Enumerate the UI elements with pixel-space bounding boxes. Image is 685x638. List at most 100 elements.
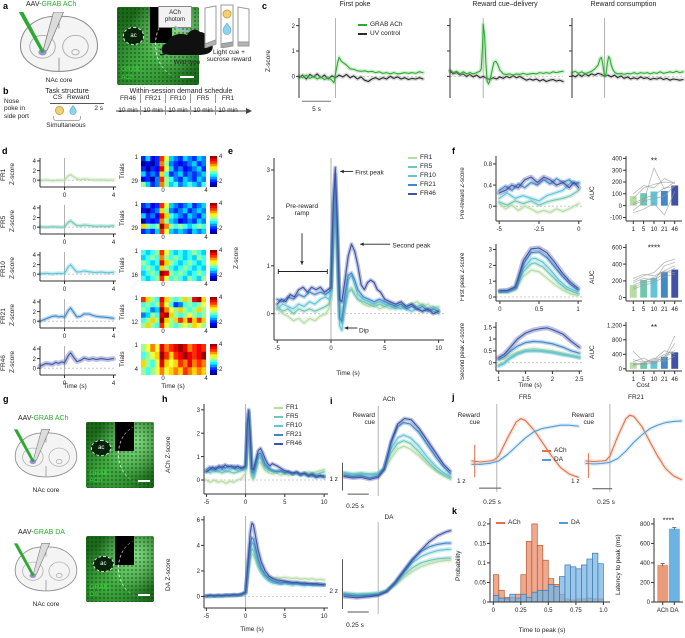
svg-text:0: 0 xyxy=(63,334,67,340)
e-chart: 0 1 2 3 -5 0 5 10 Pre-reward ramp First peak Second… xyxy=(248,152,448,364)
d-cb-max: 4 xyxy=(219,154,223,160)
c-chart-first-poke: 0 1 2 5 s xyxy=(283,10,425,120)
svg-text:-5: -5 xyxy=(204,614,210,620)
svg-text:DA: DA xyxy=(670,608,678,614)
d-heat-x4: 4 xyxy=(204,329,208,335)
legend-swatch xyxy=(408,165,417,168)
d-fr-label: FR5 xyxy=(0,215,7,229)
d-heatmap xyxy=(141,203,207,235)
svg-text:-100: -100 xyxy=(610,216,623,222)
j-title-fr5: FR5 xyxy=(518,394,532,401)
panel-label-b: b xyxy=(3,86,9,96)
legend-label: DA xyxy=(570,519,580,526)
light-cue-caption: Light cue + sucrose reward xyxy=(206,49,252,64)
svg-text:2: 2 xyxy=(267,216,271,222)
svg-text:200: 200 xyxy=(612,180,623,186)
legend-entry: FR5 xyxy=(274,412,302,421)
svg-text:2: 2 xyxy=(33,357,37,363)
d-heatmap xyxy=(141,297,207,329)
optic-probe xyxy=(114,422,134,452)
svg-text:0.5: 0.5 xyxy=(484,349,493,355)
svg-text:4: 4 xyxy=(112,240,116,246)
d-heat-x4: 4 xyxy=(204,188,208,194)
legend-label: FR21 xyxy=(286,431,302,438)
svg-text:4: 4 xyxy=(33,159,37,165)
legend-label: FR1 xyxy=(420,154,433,161)
i-zscale-ach: 1 z xyxy=(329,476,338,483)
legend-swatch xyxy=(408,174,417,177)
legend-entry: FR21 xyxy=(274,430,302,439)
j-legend: ACh DA xyxy=(542,446,567,464)
i-da-chart xyxy=(336,520,454,620)
svg-text:1: 1 xyxy=(632,307,636,313)
svg-text:0: 0 xyxy=(267,312,271,318)
d-trial-last: 4 xyxy=(134,367,138,373)
nac-core-label: NAc core xyxy=(32,487,60,494)
svg-text:3: 3 xyxy=(267,168,271,174)
scale-bar xyxy=(138,594,150,597)
legend-label: FR46 xyxy=(420,190,436,197)
d-heat-x4: 4 xyxy=(204,235,208,241)
svg-text:2: 2 xyxy=(33,263,37,269)
k-xlabel-hist: Time to peak (s) xyxy=(518,627,566,634)
f-xlabel-time: Time (s) xyxy=(518,382,542,389)
d-trace-chart: 0 2 4 0 4 xyxy=(24,154,118,200)
legend-swatch xyxy=(542,458,551,461)
d-cb-min: -2 xyxy=(217,179,223,185)
svg-text:0.5: 0.5 xyxy=(535,307,544,313)
svg-text:5: 5 xyxy=(642,377,646,383)
svg-text:4: 4 xyxy=(33,253,37,259)
d-colorbar xyxy=(210,156,217,188)
svg-text:100: 100 xyxy=(612,192,623,198)
h-ach-chart: 0 1 2 3 -5 0 5 10 xyxy=(180,400,330,508)
d-cb-max: 4 xyxy=(219,248,223,254)
light-cue-icon xyxy=(55,106,64,115)
k-histogram: 0 0.05 0.1 0.15 0.2 0 0.25 0.5 0.75 1.0 xyxy=(466,512,614,618)
svg-text:0.8: 0.8 xyxy=(484,162,493,168)
svg-text:0: 0 xyxy=(63,240,67,246)
k-latency-bars: 0 200 400 600 800 ACh DA **** xyxy=(628,512,685,618)
j-zscale-fr5: 1 z xyxy=(457,478,466,485)
svg-text:1: 1 xyxy=(489,337,493,343)
mouse-icon xyxy=(158,24,216,60)
svg-text:Second peak: Second peak xyxy=(392,243,431,250)
j-fr5-chart xyxy=(468,402,582,498)
min-cell: 10 min xyxy=(141,106,166,115)
photometry-box: ACh photom xyxy=(158,6,192,28)
f-auc-chart-3: 0 400 800 1,200 1 5 10 21 46 ** xyxy=(600,316,684,384)
d-trials-label: Trials xyxy=(119,351,126,367)
svg-text:4: 4 xyxy=(33,347,37,353)
svg-text:4: 4 xyxy=(33,300,37,306)
svg-text:5: 5 xyxy=(283,614,287,620)
svg-text:0: 0 xyxy=(33,319,37,325)
legend-entry: ACh xyxy=(542,446,567,455)
legend-entry: FR1 xyxy=(408,153,436,162)
legend-swatch xyxy=(358,32,367,35)
legend-swatch xyxy=(408,192,417,195)
svg-text:10: 10 xyxy=(651,377,658,383)
d-xlabel-heat: Time (s) xyxy=(161,383,185,390)
legend-swatch xyxy=(408,183,417,186)
min-cell: 10 min xyxy=(116,106,141,115)
svg-text:0.75: 0.75 xyxy=(570,608,582,614)
svg-text:200: 200 xyxy=(640,581,651,587)
svg-text:0: 0 xyxy=(33,178,37,184)
d-colorbar xyxy=(210,203,217,235)
d-row: FR10 Z-score 0 2 4 0 4 Trials 1 16 0 4 4 -2 xyxy=(0,248,225,295)
d-trial-first: 1 xyxy=(134,343,138,349)
legend-swatch xyxy=(542,449,551,452)
grab-image-label: GRAB ACh xyxy=(89,469,108,485)
svg-text:3: 3 xyxy=(489,248,493,254)
f-auc-label-3: AUC xyxy=(589,345,596,359)
f-ylabel-secondpeak: Second peak Z-score xyxy=(460,322,466,380)
d-trace-chart: 0 2 4 0 4 xyxy=(24,201,118,247)
e-legend: FR1 FR5 FR10 FR21 FR46 xyxy=(408,153,436,198)
d-heat-x0: 0 xyxy=(161,235,165,241)
legend-entry: ACh xyxy=(496,519,521,526)
svg-text:4: 4 xyxy=(33,206,37,212)
wild-type-label: Wild type xyxy=(173,59,201,66)
k-ylabel-hist: Probability xyxy=(455,550,462,582)
legend-entry: FR46 xyxy=(274,439,302,448)
schedule-arrow xyxy=(116,103,256,114)
